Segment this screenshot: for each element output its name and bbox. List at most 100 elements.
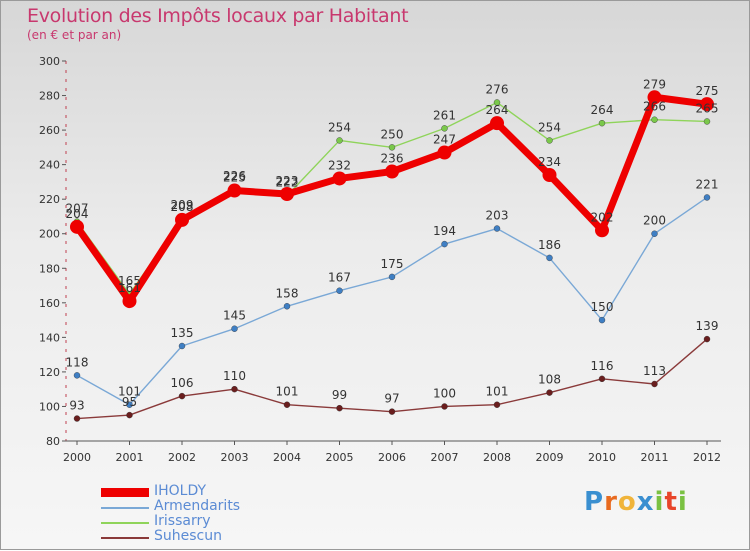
y-tick-label: 180 [39, 262, 60, 275]
x-tick-label: 2001 [116, 451, 144, 464]
logo-letter: i [677, 487, 688, 517]
x-tick-label: 2003 [221, 451, 249, 464]
data-label-suhescun: 97 [384, 392, 399, 406]
data-point-iholdy [332, 171, 347, 186]
data-label-armendarits: 158 [276, 286, 299, 300]
legend-swatch [101, 537, 149, 539]
y-tick-label: 200 [39, 228, 60, 241]
y-tick-label: 80 [46, 435, 60, 448]
x-tick-label: 2006 [378, 451, 406, 464]
legend-swatch [101, 488, 149, 497]
data-label-suhescun: 113 [643, 364, 666, 378]
data-point-suhescun [336, 404, 343, 412]
data-label-iholdy: 161 [118, 281, 141, 295]
data-point-suhescun [388, 408, 396, 415]
data-label-armendarits: 203 [486, 209, 509, 223]
data-label-irissarry: 209 [171, 198, 194, 212]
data-label-suhescun: 95 [122, 395, 137, 409]
data-point-iholdy [70, 219, 84, 234]
data-label-irissarry: 165 [118, 274, 141, 288]
data-point-armendarits [546, 254, 553, 262]
data-point-iholdy [700, 97, 714, 112]
data-label-irissarry: 261 [433, 108, 456, 122]
data-point-irissarry [388, 144, 396, 151]
data-label-iholdy: 279 [643, 77, 666, 91]
x-tick-label: 2009 [536, 451, 564, 464]
data-label-armendarits: 221 [696, 177, 719, 191]
proxiti-logo: Proxiti [584, 487, 688, 517]
x-tick-label: 2007 [431, 451, 459, 464]
logo-letter: t [664, 487, 678, 517]
data-point-armendarits [441, 240, 448, 248]
data-label-iholdy: 208 [171, 200, 194, 214]
y-tick-label: 260 [39, 124, 60, 137]
data-point-armendarits [651, 230, 658, 237]
legend-swatch [101, 507, 149, 509]
data-point-armendarits [231, 325, 238, 332]
data-label-suhescun: 108 [538, 373, 561, 387]
data-label-suhescun: 93 [69, 399, 84, 413]
data-point-irissarry [336, 137, 343, 144]
y-tick-label: 280 [39, 90, 60, 103]
data-point-iholdy [280, 187, 294, 201]
data-label-irissarry: 222 [276, 176, 299, 190]
data-point-iholdy [227, 183, 242, 198]
data-point-armendarits [73, 372, 81, 379]
data-point-suhescun [546, 389, 553, 396]
legend-label: Armendarits [154, 498, 241, 514]
data-point-armendarits [703, 194, 711, 201]
data-label-armendarits: 194 [433, 224, 456, 238]
data-point-iholdy [175, 212, 189, 227]
data-point-suhescun [231, 385, 238, 393]
data-label-armendarits: 135 [171, 326, 194, 340]
data-label-suhescun: 101 [486, 385, 509, 399]
x-tick-label: 2008 [483, 451, 511, 464]
data-label-suhescun: 101 [276, 385, 299, 399]
data-label-iholdy: 225 [223, 171, 246, 185]
y-tick-label: 300 [39, 55, 60, 68]
x-tick-label: 2000 [63, 451, 91, 464]
data-point-suhescun [283, 401, 291, 408]
data-point-iholdy [647, 90, 662, 105]
x-tick-label: 2004 [273, 451, 301, 464]
data-point-armendarits [126, 401, 133, 408]
data-labels-layer: 207 165 209 226 222 254 250 261 276 254 264 266 265 1… [66, 77, 719, 412]
y-tick-label: 120 [39, 366, 60, 379]
data-label-suhescun: 99 [332, 388, 347, 402]
data-point-iholdy [385, 164, 399, 179]
x-tick-label: 2010 [588, 451, 616, 464]
data-point-suhescun [703, 335, 711, 343]
data-point-suhescun [126, 411, 133, 419]
data-label-iholdy: 264 [486, 103, 509, 117]
data-label-armendarits: 150 [591, 300, 614, 314]
data-label-irissarry: 250 [381, 127, 404, 141]
y-tick-label: 220 [39, 193, 60, 206]
data-point-armendarits [336, 287, 343, 294]
data-point-iholdy [542, 168, 557, 182]
data-point-irissarry [493, 99, 501, 106]
data-point-suhescun [441, 403, 448, 410]
chart-title: Evolution des Impôts locaux par Habitant [27, 5, 409, 27]
data-point-armendarits [388, 273, 396, 281]
x-tick-label: 2012 [693, 451, 721, 464]
data-label-suhescun: 116 [591, 359, 614, 373]
data-point-armendarits [283, 303, 291, 310]
data-point-suhescun [598, 375, 606, 383]
logo-letter: r [604, 487, 618, 517]
data-point-irissarry [546, 137, 553, 144]
data-label-irissarry: 266 [643, 100, 666, 114]
data-point-irissarry [651, 116, 658, 123]
data-label-irissarry: 254 [328, 120, 351, 134]
data-label-irissarry: 264 [591, 103, 614, 117]
data-point-armendarits [178, 342, 186, 350]
data-label-armendarits: 118 [66, 355, 89, 369]
logo-letter: P [584, 487, 605, 517]
legend-swatch [101, 522, 149, 524]
data-point-irissarry [598, 119, 606, 127]
data-point-irissarry [703, 118, 711, 125]
data-label-irissarry: 207 [66, 202, 89, 216]
data-label-suhescun: 139 [696, 319, 719, 333]
legend-label: Irissarry [154, 513, 211, 529]
data-point-suhescun [73, 415, 81, 422]
